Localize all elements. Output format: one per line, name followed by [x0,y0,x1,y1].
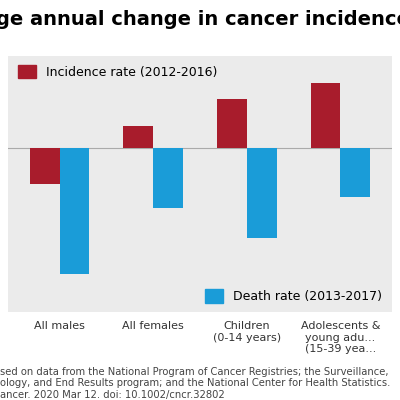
Bar [153,148,183,208]
Bar [310,83,340,148]
Bar [60,148,90,274]
Legend: Death rate (2013-2017): Death rate (2013-2017) [206,289,382,303]
Text: sed on data from the National Program of Cancer Registries; the Surveillance,
ol: sed on data from the National Program of… [0,367,390,400]
Bar [123,126,153,148]
Bar [340,148,370,197]
Text: ge annual change in cancer incidence and death rate: ge annual change in cancer incidence and… [0,10,400,29]
Bar [30,148,60,184]
Bar [247,148,277,238]
Bar [217,99,247,148]
